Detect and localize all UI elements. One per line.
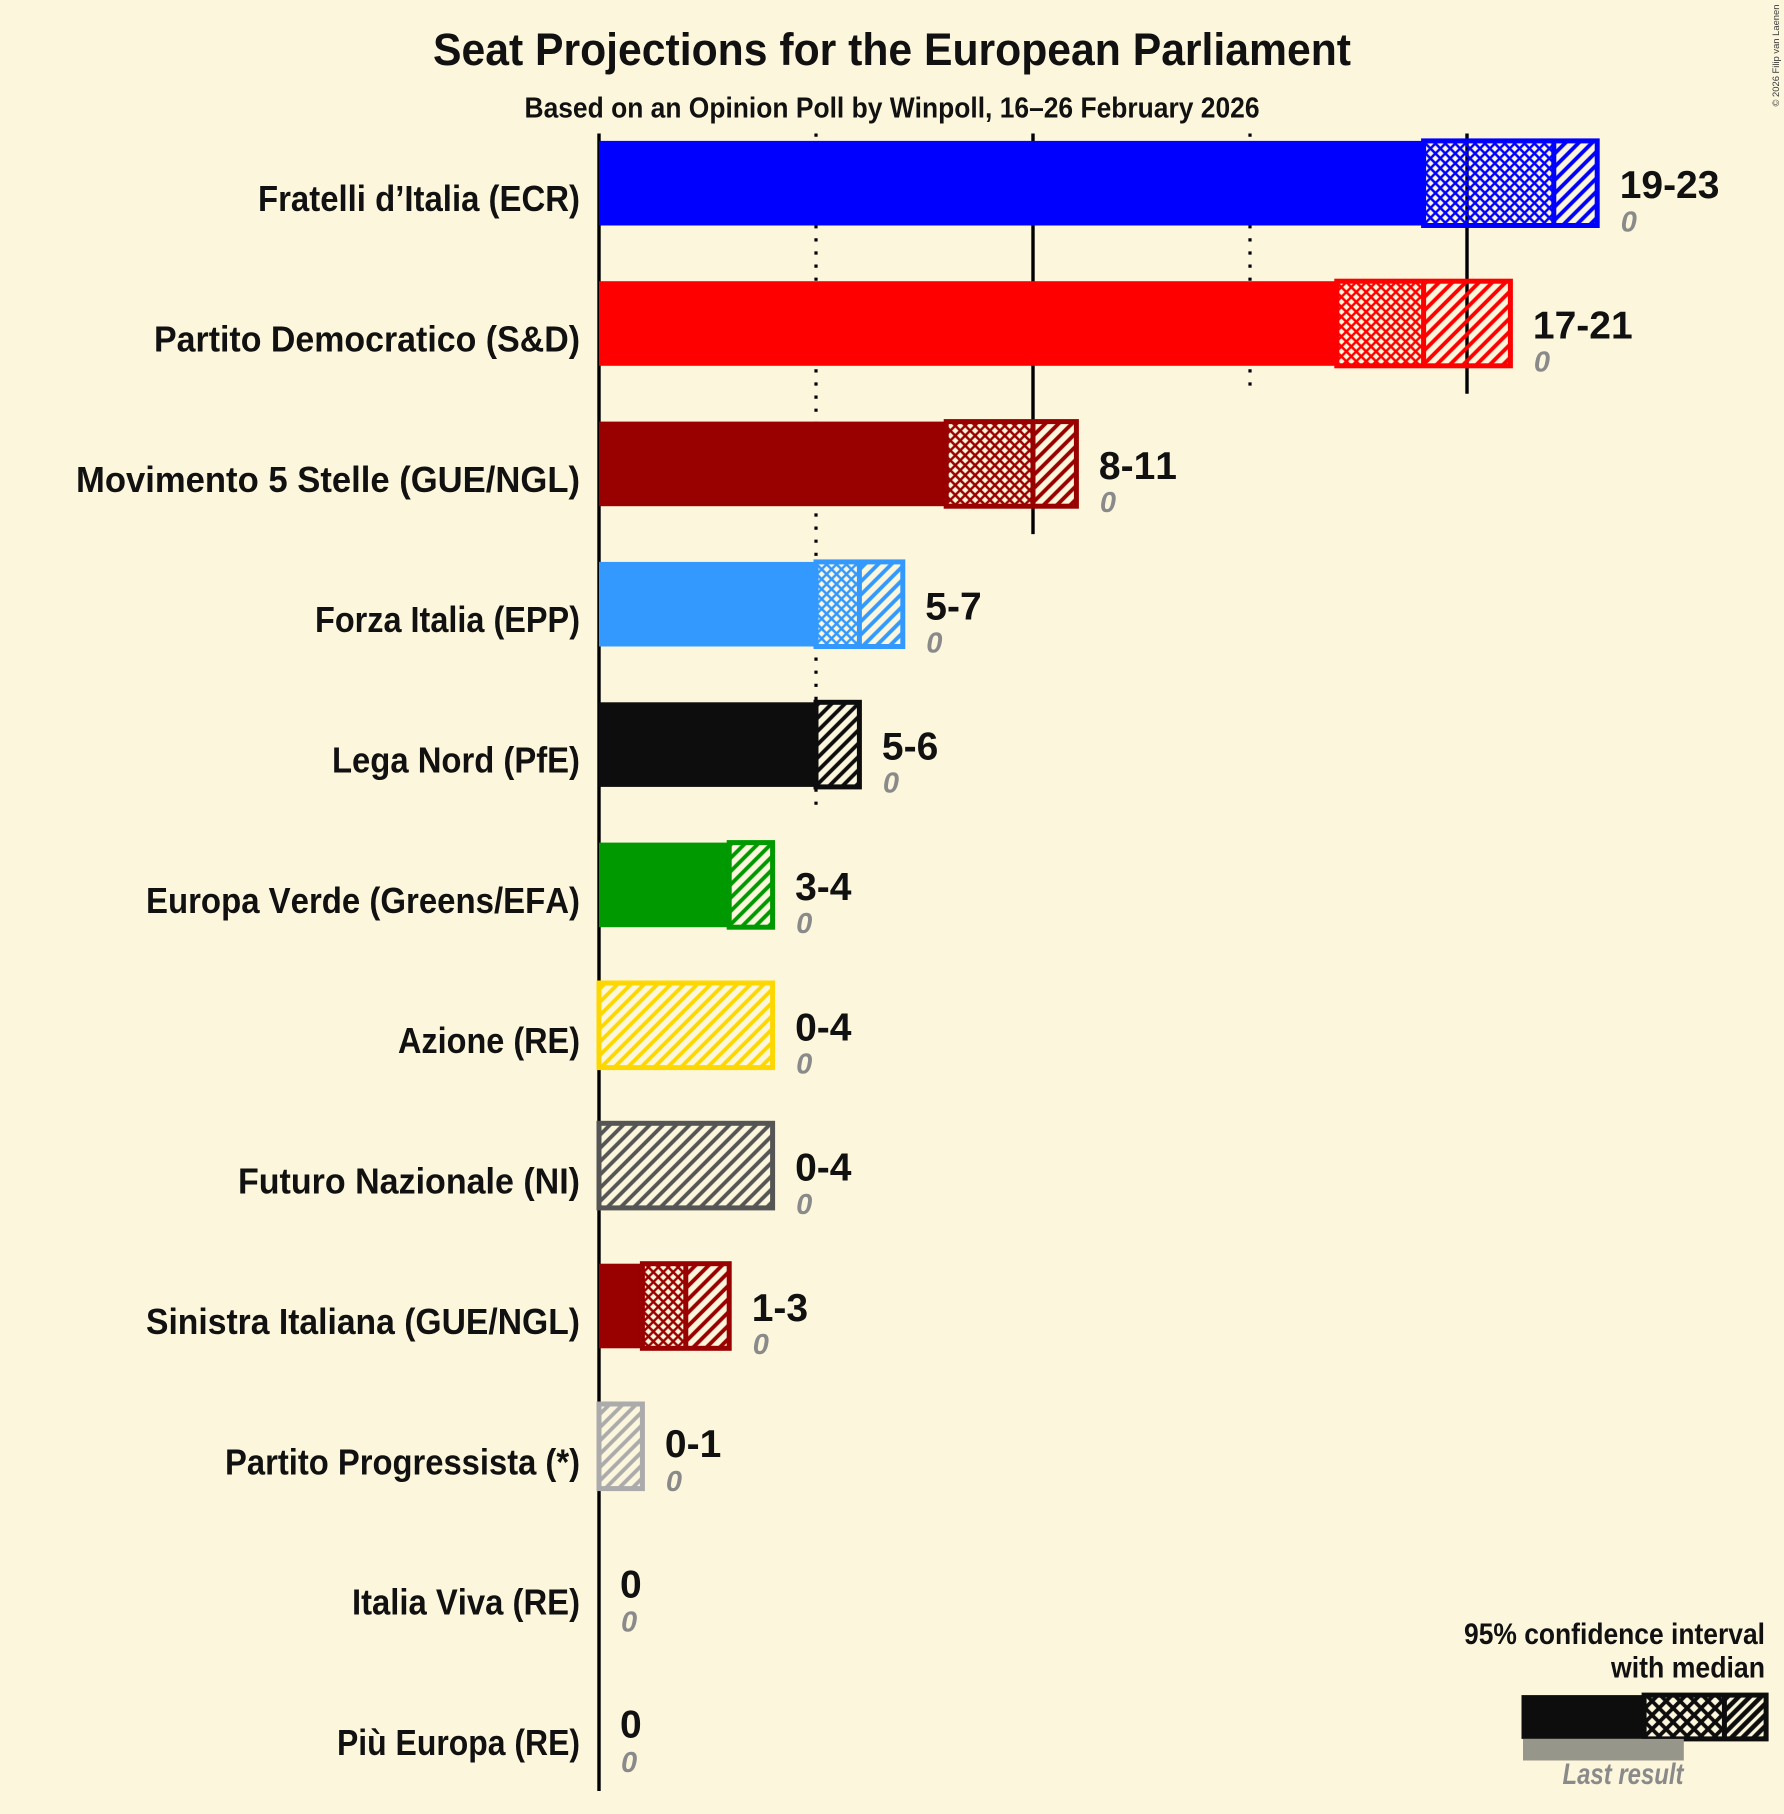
svg-text:Azione (RE): Azione (RE) [398,1020,580,1061]
svg-text:Fratelli d’Italia (ECR): Fratelli d’Italia (ECR) [258,178,580,219]
svg-text:0: 0 [1100,487,1116,519]
svg-text:0: 0 [926,627,942,659]
svg-text:95% confidence interval: 95% confidence interval [1464,1618,1765,1651]
svg-text:Forza Italia (EPP): Forza Italia (EPP) [315,599,580,640]
svg-text:3-4: 3-4 [795,866,852,909]
svg-text:Movimento 5 Stelle (GUE/NGL): Movimento 5 Stelle (GUE/NGL) [76,459,580,500]
svg-text:Sinistra Italiana (GUE/NGL): Sinistra Italiana (GUE/NGL) [146,1301,580,1342]
svg-text:1-3: 1-3 [752,1287,808,1330]
svg-text:0: 0 [796,1189,812,1221]
svg-text:0: 0 [796,1048,812,1080]
svg-text:Based on an Opinion Poll by Wi: Based on an Opinion Poll by Winpoll, 16–… [525,93,1260,125]
svg-text:0: 0 [621,1747,637,1779]
svg-text:0-1: 0-1 [665,1423,721,1466]
svg-text:Partito Democratico (S&D): Partito Democratico (S&D) [154,318,580,359]
svg-text:0: 0 [620,1563,642,1606]
svg-text:17-21: 17-21 [1533,305,1633,348]
svg-text:0: 0 [666,1466,682,1498]
svg-text:with median: with median [1610,1652,1765,1685]
svg-text:8-11: 8-11 [1099,445,1177,488]
svg-text:Lega Nord (PfE): Lega Nord (PfE) [332,740,580,781]
svg-text:0-4: 0-4 [795,1147,852,1190]
svg-text:5-7: 5-7 [925,585,981,628]
svg-text:Futuro Nazionale (NI): Futuro Nazionale (NI) [238,1161,580,1202]
svg-text:0: 0 [1621,206,1637,238]
svg-text:0: 0 [796,908,812,940]
svg-text:0: 0 [883,768,899,800]
svg-text:0: 0 [620,1704,642,1747]
svg-text:Italia Viva (RE): Italia Viva (RE) [352,1582,580,1623]
svg-text:0: 0 [1534,347,1550,379]
svg-text:Last result: Last result [1563,1758,1686,1791]
svg-text:0-4: 0-4 [795,1006,852,1049]
svg-text:5-6: 5-6 [882,726,938,769]
svg-text:0: 0 [753,1329,769,1361]
svg-text:© 2026 Filip van Laenen: © 2026 Filip van Laenen [1771,5,1782,107]
svg-text:Europa Verde (Greens/EFA): Europa Verde (Greens/EFA) [146,880,580,921]
svg-text:Seat Projections for the Europ: Seat Projections for the European Parlia… [433,24,1351,75]
svg-text:19-23: 19-23 [1620,164,1720,207]
svg-text:0: 0 [621,1606,637,1638]
svg-text:Più Europa (RE): Più Europa (RE) [337,1722,580,1763]
svg-text:Partito Progressista (*): Partito Progressista (*) [225,1441,580,1482]
